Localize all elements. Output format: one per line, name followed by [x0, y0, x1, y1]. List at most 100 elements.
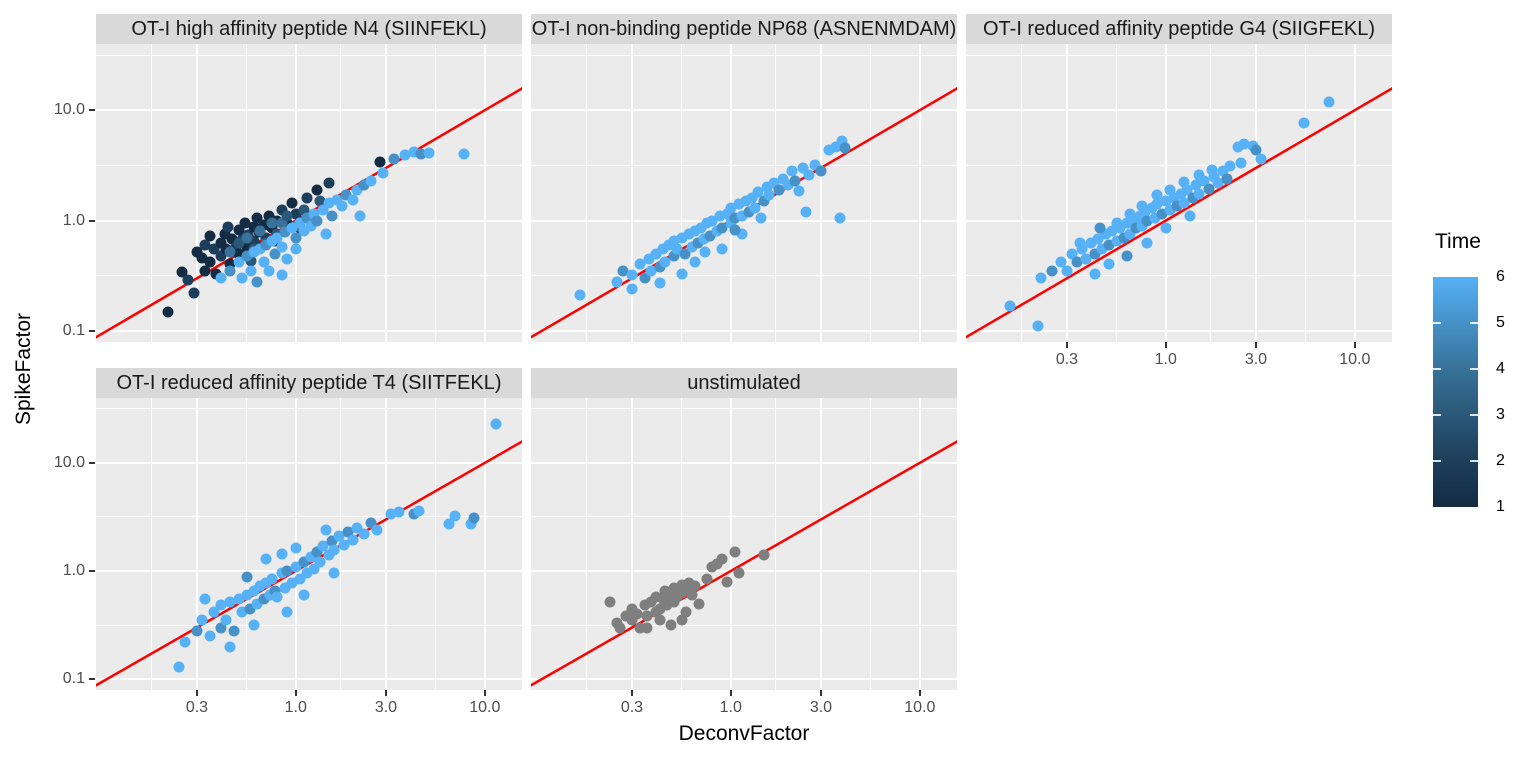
data-point [1085, 237, 1097, 249]
data-point [823, 144, 835, 156]
gridline-major [918, 398, 921, 690]
data-point [830, 141, 842, 153]
gridline-minor [680, 44, 682, 342]
data-point [328, 567, 340, 579]
gridline-major [918, 44, 921, 342]
data-point [749, 202, 761, 214]
gridline-major [96, 329, 522, 332]
data-point [676, 268, 688, 280]
data-point [266, 217, 278, 229]
data-point [1076, 243, 1088, 255]
data-point [188, 287, 200, 299]
data-point [1136, 220, 1148, 232]
data-point [241, 571, 253, 583]
data-point [725, 202, 737, 214]
data-point [645, 596, 657, 608]
data-point [365, 517, 377, 529]
data-point [1164, 184, 1176, 196]
data-point [689, 580, 701, 592]
data-point [294, 217, 306, 229]
gridline-minor [966, 275, 1392, 277]
data-point [199, 239, 211, 251]
data-point [1004, 300, 1016, 311]
gridline-minor [531, 624, 957, 626]
gridline-minor [531, 275, 957, 277]
data-point [1193, 169, 1205, 181]
gridline-major [966, 219, 1392, 222]
data-point [305, 220, 317, 232]
data-point [224, 246, 236, 258]
data-point [668, 582, 680, 594]
gridline-major [630, 44, 633, 342]
x-tick-label: 10.0 [469, 699, 501, 716]
gridline-minor [434, 398, 436, 690]
legend-title: Time [1435, 230, 1481, 253]
data-point [298, 556, 310, 568]
data-point [224, 265, 236, 277]
data-point [639, 272, 651, 284]
data-point [680, 583, 692, 595]
data-point [388, 153, 400, 165]
gridline-major [483, 44, 486, 342]
legend-tick-mark [1470, 460, 1478, 462]
gridline-major [1065, 44, 1068, 342]
data-point [755, 212, 767, 224]
data-point [1121, 217, 1133, 229]
data-point [423, 147, 435, 159]
data-point [626, 603, 638, 615]
data-point [614, 622, 626, 634]
data-point [449, 510, 461, 522]
data-point [311, 215, 323, 227]
data-point [763, 189, 775, 201]
data-point [260, 553, 272, 565]
identity-line [966, 87, 1392, 339]
gridline-minor [96, 516, 522, 518]
data-point [215, 599, 227, 611]
data-point [626, 614, 638, 626]
data-point [276, 269, 288, 281]
data-point [631, 608, 643, 620]
gridline-minor [96, 54, 522, 56]
data-point [351, 522, 363, 534]
data-point [1208, 171, 1220, 183]
data-point [1164, 204, 1176, 216]
data-point [695, 222, 707, 234]
data-point [248, 585, 260, 597]
data-point [290, 208, 302, 220]
data-point [490, 418, 502, 430]
data-point [1055, 256, 1067, 268]
data-point [308, 563, 320, 575]
x-tick-mark [630, 690, 633, 696]
data-point [458, 148, 470, 160]
gridline-minor [151, 44, 153, 342]
data-point [743, 206, 755, 218]
data-point [326, 535, 338, 547]
data-point [354, 210, 366, 222]
data-point [729, 212, 741, 224]
y-axis-title: SpikeFactor [12, 312, 35, 426]
y-tick-label: 10.0 [53, 101, 85, 119]
gridline-major [531, 570, 957, 573]
data-point [650, 248, 662, 260]
data-point [248, 246, 260, 258]
data-point [665, 619, 677, 631]
gridline-minor [1021, 44, 1023, 342]
data-point [689, 256, 701, 268]
x-axis-title: DeconvFactor [678, 722, 810, 745]
data-point [773, 184, 785, 196]
data-point [1193, 188, 1205, 200]
gridline-minor [531, 164, 957, 166]
data-point [1178, 197, 1190, 209]
x-tick-mark [483, 690, 486, 696]
data-point [777, 173, 789, 185]
data-point [311, 546, 323, 558]
data-point [393, 506, 405, 518]
data-point [215, 622, 227, 634]
data-point [626, 269, 638, 281]
data-point [371, 524, 383, 536]
data-point [308, 208, 320, 220]
legend-colorbar [1433, 277, 1478, 507]
data-point [276, 217, 288, 229]
data-point [215, 250, 227, 262]
